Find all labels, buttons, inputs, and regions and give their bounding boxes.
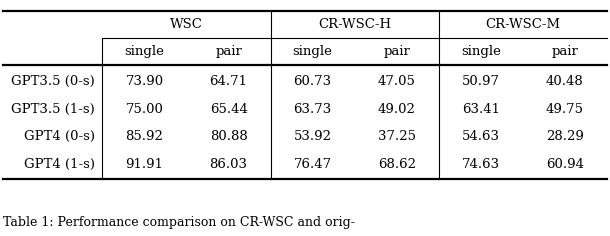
- Text: 60.94: 60.94: [546, 158, 584, 171]
- Text: 49.02: 49.02: [378, 102, 415, 116]
- Text: 50.97: 50.97: [462, 75, 500, 88]
- Text: 28.29: 28.29: [546, 130, 584, 143]
- Text: 63.41: 63.41: [462, 102, 500, 116]
- Text: GPT3.5 (0-s): GPT3.5 (0-s): [12, 75, 95, 88]
- Text: GPT3.5 (1-s): GPT3.5 (1-s): [12, 102, 95, 116]
- Text: GPT4 (1-s): GPT4 (1-s): [24, 158, 95, 171]
- Text: single: single: [293, 45, 332, 58]
- Text: 65.44: 65.44: [210, 102, 248, 116]
- Text: 37.25: 37.25: [378, 130, 416, 143]
- Text: 63.73: 63.73: [293, 102, 332, 116]
- Text: single: single: [124, 45, 165, 58]
- Text: pair: pair: [551, 45, 578, 58]
- Text: 49.75: 49.75: [546, 102, 584, 116]
- Text: 76.47: 76.47: [293, 158, 332, 171]
- Text: CR-WSC-H: CR-WSC-H: [318, 18, 391, 31]
- Text: 47.05: 47.05: [378, 75, 415, 88]
- Text: WSC: WSC: [170, 18, 203, 31]
- Text: 73.90: 73.90: [126, 75, 163, 88]
- Text: 54.63: 54.63: [462, 130, 500, 143]
- Text: pair: pair: [215, 45, 242, 58]
- Text: pair: pair: [383, 45, 410, 58]
- Text: 60.73: 60.73: [293, 75, 332, 88]
- Text: 53.92: 53.92: [293, 130, 332, 143]
- Text: 80.88: 80.88: [210, 130, 248, 143]
- Text: Table 1: Performance comparison on CR-WSC and orig-: Table 1: Performance comparison on CR-WS…: [3, 216, 355, 229]
- Text: 75.00: 75.00: [126, 102, 163, 116]
- Text: 91.91: 91.91: [126, 158, 163, 171]
- Text: CR-WSC-M: CR-WSC-M: [486, 18, 561, 31]
- Text: 64.71: 64.71: [210, 75, 248, 88]
- Text: single: single: [461, 45, 501, 58]
- Text: 85.92: 85.92: [126, 130, 163, 143]
- Text: 86.03: 86.03: [210, 158, 248, 171]
- Text: 68.62: 68.62: [378, 158, 416, 171]
- Text: GPT4 (0-s): GPT4 (0-s): [24, 130, 95, 143]
- Text: 74.63: 74.63: [462, 158, 500, 171]
- Text: 40.48: 40.48: [546, 75, 584, 88]
